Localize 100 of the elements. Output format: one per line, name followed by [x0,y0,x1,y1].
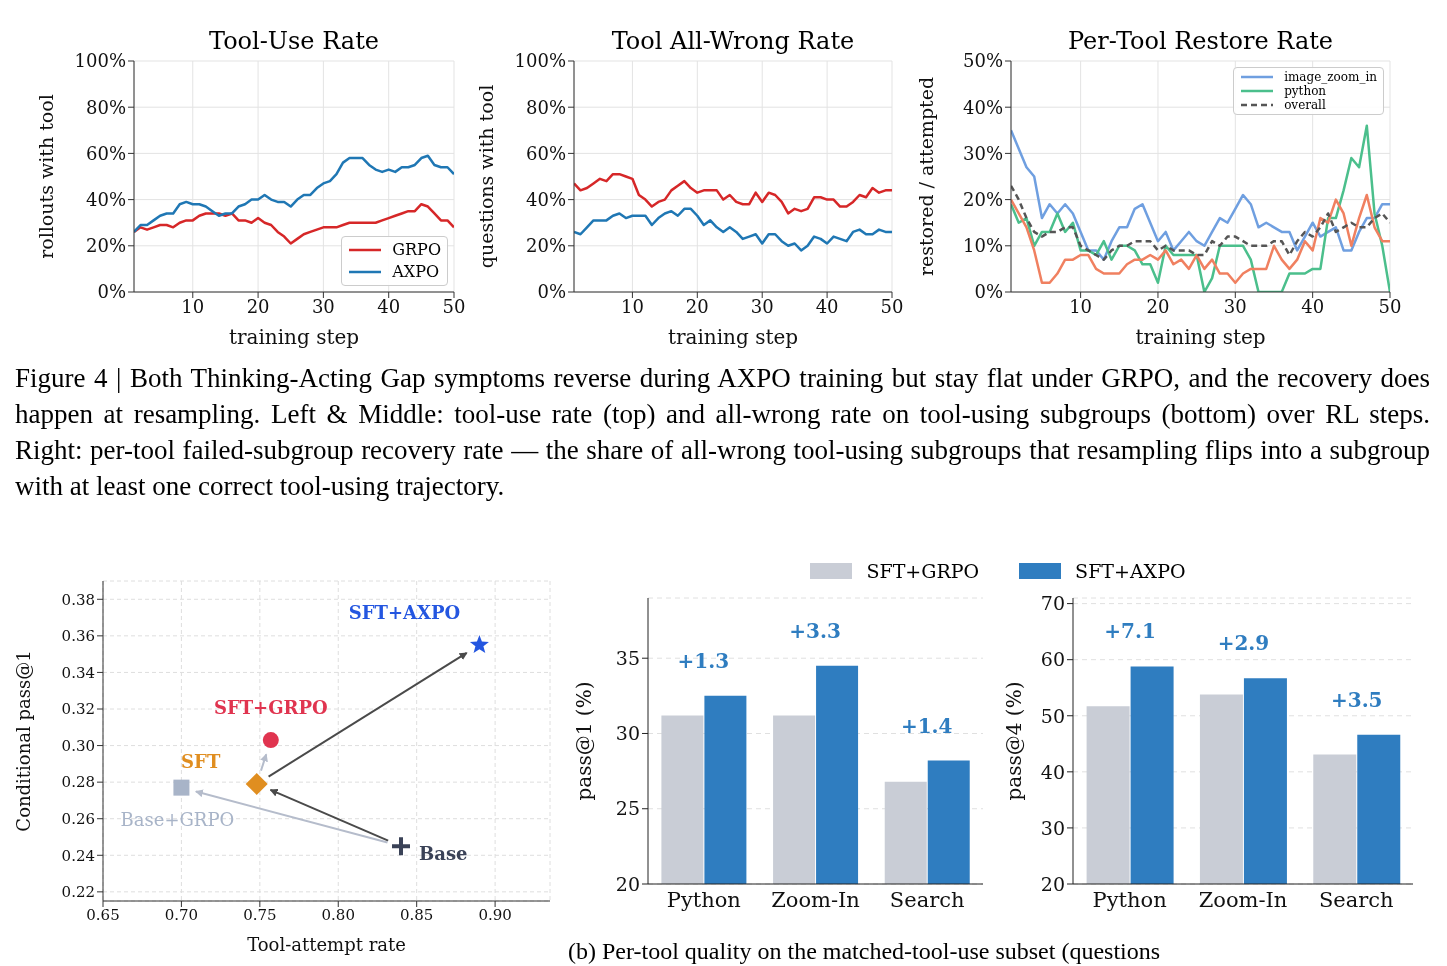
y-tick-label: 10% [962,235,1003,257]
point [469,635,489,654]
y-tick-label: 0.22 [61,883,95,902]
y-tick-label: 30 [615,722,640,745]
chart-title: Tool-Use Rate [208,26,380,56]
annotation: +1.3 [677,648,730,673]
x-tick-label: 0.85 [399,905,434,924]
y-tick-label: 0.26 [61,810,95,829]
series-label: SFT+GRPO [213,697,328,719]
y-axis-title: restored / attempted [914,76,937,277]
y-tick-label: 100% [74,50,126,72]
y-tick-label: 20 [1040,872,1065,895]
annotation: +3.3 [789,618,841,643]
y-tick-label: 0.34 [61,663,95,682]
y-tick-label: 0% [974,281,1003,303]
y-tick-label: 80% [525,96,566,118]
annotation: +2.9 [1217,631,1270,656]
x-tick-label: Search [1319,887,1394,912]
y-tick-label: 0.32 [61,700,95,719]
legend-label: image_zoom_in [1284,70,1377,84]
x-axis-title: training step [1135,325,1266,349]
x-tick-label: 50 [1378,295,1402,317]
point [173,779,190,796]
y-tick-label: 100% [514,50,566,72]
x-tick-label: 50 [880,295,904,317]
x-axis-title: training step [228,325,360,349]
y-tick-label: 50 [1040,704,1065,727]
legend-label: python [1284,84,1327,98]
annotation: +3.5 [1330,687,1383,712]
legend-label: AXPO [392,261,440,283]
y-tick-label: 40% [962,96,1003,118]
y-tick-label: 40 [1040,760,1065,783]
y-axis-title: pass@4 (%) [1002,681,1027,801]
line-series [574,207,892,252]
line-series [1011,193,1390,285]
line-series [574,172,892,215]
y-axis-title: questions with tool [474,84,497,269]
x-tick-label: 40 [815,295,839,317]
text: (b) Per-tool quality on the matched-tool-use subset (questions [568,937,1162,966]
y-tick-label: 35 [615,646,640,669]
chart-title: Per-Tool Restore Rate [1066,26,1335,56]
y-tick-label: 20 [615,872,640,895]
x-tick-label: 10 [1069,295,1093,317]
point [262,732,279,749]
y-tick-label: 0% [97,281,126,303]
x-tick-label: 20 [685,295,709,317]
chart-title: Tool All-Wrong Rate [610,26,856,56]
line-series [134,202,454,245]
legend-label: SFT+GRPO [866,560,980,582]
x-tick-label: 40 [377,295,401,317]
y-tick-label: 20% [962,188,1003,210]
series-label: Base+GRPO [120,808,235,830]
x-tick-label: 30 [750,295,774,317]
x-axis-title: Tool-attempt rate [247,934,406,955]
x-axis-title: training step [667,325,799,349]
y-tick-label: 70 [1040,592,1065,615]
y-axis-title: rollouts with tool [34,94,57,259]
x-tick-label: 40 [1301,295,1325,317]
x-tick-label: 0.80 [321,905,355,924]
legend-label: overall [1284,98,1326,112]
x-tick-label: 20 [1146,295,1170,317]
y-tick-label: 40% [85,188,126,210]
x-tick-label: 0.70 [164,905,199,924]
line-series [1011,129,1390,261]
y-tick-label: 20% [525,235,566,257]
y-tick-label: 0.36 [61,627,95,646]
series-label: SFT [181,750,221,772]
y-axis-title: pass@1 (%) [572,681,597,801]
y-tick-label: 40% [525,188,566,210]
y-tick-label: 60 [1040,648,1065,671]
legend-label: GRPO [392,239,441,261]
y-tick-label: 0.30 [61,736,95,755]
series-label: Base [419,843,468,865]
y-tick-label: 25 [615,797,640,820]
x-tick-label: 0.90 [478,905,512,924]
y-tick-label: 50% [962,50,1003,72]
y-tick-label: 0% [537,281,566,303]
x-tick-label: Python [666,887,741,912]
caption: Figure 4 | Both Thinking-Acting Gap symptoms reverse during AXPO training but stay flat under GRPO, and the recovery does happen at resampling. Left & Middle: tool-use rate (top) and all-wrong rate on tool-using subgroups (bottom) over RL steps. Right: per-tool failed-subgroup recovery rate — the share of all-wrong tool-using subgroups that resampling flips into a subgroup with at least one correct tool-using trajectory. [15,362,1430,503]
y-tick-label: 0.28 [61,773,95,792]
x-tick-label: 10 [181,295,205,317]
line-series [1011,184,1390,261]
y-axis-title: Conditional pass@1 [13,650,35,832]
y-tick-label: 30 [1040,816,1065,839]
y-tick-label: 60% [525,142,566,164]
y-tick-label: 30% [962,142,1003,164]
annotation: +1.4 [900,713,953,738]
y-tick-label: 0.24 [61,846,95,865]
legend-label: SFT+AXPO [1075,560,1186,582]
x-tick-label: 0.65 [86,905,120,924]
series-label: SFT+AXPO [348,602,461,623]
x-tick-label: 30 [311,295,335,317]
x-tick-label: Zoom-In [1198,887,1288,912]
y-tick-label: 20% [85,235,126,257]
point [390,835,412,858]
x-tick-label: 0.75 [243,905,277,924]
x-tick-label: 30 [1223,295,1247,317]
x-tick-label: 10 [620,295,644,317]
y-tick-label: 0.38 [61,590,95,609]
x-tick-label: 50 [442,295,466,317]
